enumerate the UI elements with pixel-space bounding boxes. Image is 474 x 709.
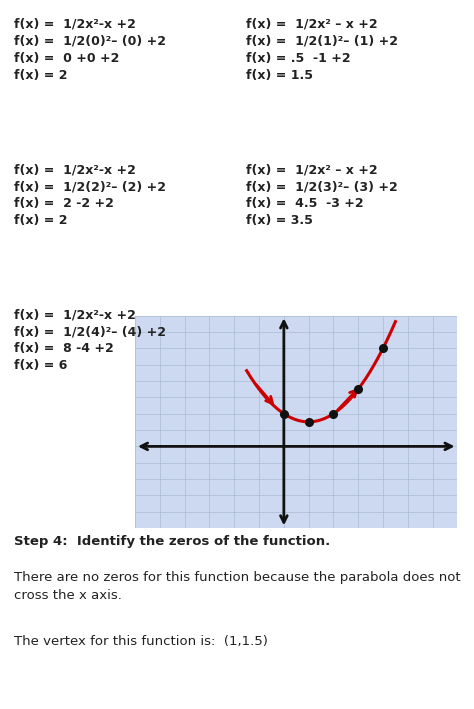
Text: The vertex for this function is:  (1,1.5): The vertex for this function is: (1,1.5) [14,635,268,647]
Text: Step 4:  Identify the zeros of the function.: Step 4: Identify the zeros of the functi… [14,535,330,548]
Text: f(x) =  1/2x²-x +2
f(x) =  1/2(0)²– (0) +2
f(x) =  0 +0 +2
f(x) = 2: f(x) = 1/2x²-x +2 f(x) = 1/2(0)²– (0) +2… [14,18,166,82]
Text: f(x) =  1/2x² – x +2
f(x) =  1/2(1)²– (1) +2
f(x) = .5  -1 +2
f(x) = 1.5: f(x) = 1/2x² – x +2 f(x) = 1/2(1)²– (1) … [246,18,399,82]
Text: f(x) =  1/2x²-x +2
f(x) =  1/2(4)²– (4) +2
f(x) =  8 -4 +2
f(x) = 6: f(x) = 1/2x²-x +2 f(x) = 1/2(4)²– (4) +2… [14,308,166,372]
Text: f(x) =  1/2x² – x +2
f(x) =  1/2(3)²– (3) +2
f(x) =  4.5  -3 +2
f(x) = 3.5: f(x) = 1/2x² – x +2 f(x) = 1/2(3)²– (3) … [246,163,398,227]
Text: There are no zeros for this function because the parabola does not
cross the x a: There are no zeros for this function bec… [14,571,461,602]
Text: f(x) =  1/2x²-x +2
f(x) =  1/2(2)²– (2) +2
f(x) =  2 -2 +2
f(x) = 2: f(x) = 1/2x²-x +2 f(x) = 1/2(2)²– (2) +2… [14,163,166,227]
